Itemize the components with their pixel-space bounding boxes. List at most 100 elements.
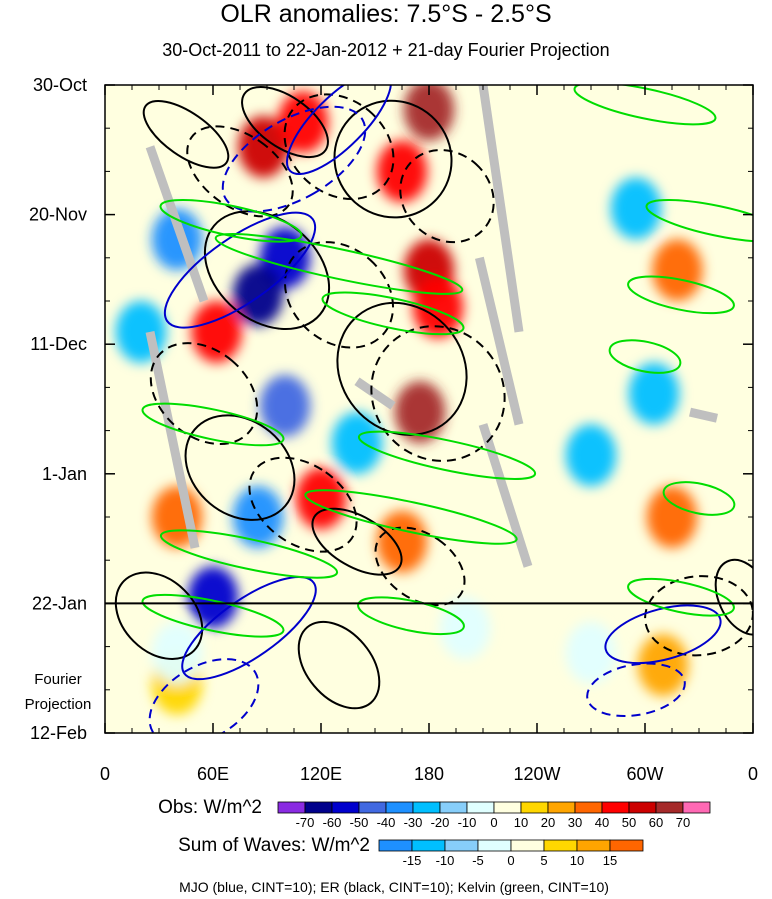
kelvin-contour (573, 85, 717, 126)
colorbar-swatch (277, 801, 306, 814)
er-contour (399, 149, 495, 244)
x-tick-label: 120W (513, 764, 560, 784)
colorbar-swatch (601, 801, 630, 814)
mjo-contour (586, 662, 686, 718)
colorbar-swatch (655, 801, 684, 814)
kelvin-contour (141, 402, 285, 447)
kelvin-contour (357, 430, 537, 480)
x-tick-label: 60W (626, 764, 663, 784)
kelvin-contour (627, 577, 735, 617)
anomaly-blob (439, 597, 491, 659)
colorbar-tick-label: 60 (649, 815, 663, 830)
chart-title: OLR anomalies: 7.5°S - 2.5°S (220, 0, 552, 28)
er-contour (184, 414, 296, 521)
missing-data-band (478, 423, 533, 568)
er-contour (114, 571, 204, 660)
colorbar-swatch (466, 801, 495, 814)
anomaly-blob (259, 375, 311, 437)
kelvin-contour (357, 596, 465, 636)
colorbar-tick-label: -50 (350, 815, 369, 830)
anomaly-blob (187, 566, 239, 629)
er-contour (297, 620, 381, 710)
er-contour (714, 558, 753, 636)
mjo-contour (285, 85, 393, 176)
colorbar-swatch (547, 801, 576, 814)
waves-colorbar: Sum of Waves: W/m^2 -15 -10 -5 0 5 10 15 (178, 835, 644, 868)
x-tick-label: 0 (748, 764, 758, 784)
x-tick-label: 180 (414, 764, 444, 784)
anomaly-blob (191, 301, 242, 363)
contour-legend-note: MJO (blue, CINT=10); ER (black, CINT=10)… (179, 879, 609, 895)
anomaly-blob (412, 276, 464, 339)
kelvin-contour (608, 339, 682, 374)
colorbar-swatch (682, 801, 711, 814)
colorbar-swatch (331, 801, 360, 814)
anomaly-blob (628, 362, 680, 425)
missing-data-band (475, 256, 524, 426)
projection-label-line2: Projection (25, 696, 92, 713)
kelvin-contour (159, 198, 303, 243)
colorbar-tick-label: 40 (595, 815, 609, 830)
anomaly-blob (295, 467, 347, 530)
colorbar-tick-label: 10 (570, 853, 584, 868)
er-contour (149, 342, 259, 446)
kelvin-contour (304, 489, 518, 545)
colorbar-swatch (609, 839, 644, 852)
anomaly-blob (610, 177, 662, 240)
colorbar-swatch (543, 839, 578, 852)
er-contour (241, 85, 329, 159)
missing-data-band (145, 330, 200, 549)
colorbar-tick-label: -60 (323, 815, 342, 830)
mjo-contour (221, 105, 367, 213)
er-contour (336, 301, 468, 436)
mjo-contour (604, 604, 722, 665)
x-tick-label: 120E (300, 764, 342, 784)
colorbar-swatch (493, 801, 522, 814)
kelvin-contour (159, 529, 339, 579)
anomaly-blob (565, 621, 617, 684)
er-contour (370, 325, 506, 462)
colorbar-tick-label: 10 (514, 815, 528, 830)
anomaly-blob (376, 140, 428, 203)
anomaly-blob (394, 381, 446, 443)
missing-data-band (145, 145, 209, 303)
anomaly-blob (376, 510, 428, 573)
anomaly-blob (331, 412, 383, 474)
colorbar-tick-label: -10 (436, 853, 455, 868)
y-tick-label: 30-Oct (33, 75, 87, 95)
colorbar-tick-label: 50 (622, 815, 636, 830)
colorbar-tick-label: -70 (296, 815, 315, 830)
anomaly-blob (151, 621, 203, 684)
colorbar-swatch (477, 839, 512, 852)
er-contour (248, 456, 358, 553)
colorbar-tick-label: 5 (540, 853, 547, 868)
colorbar-tick-label: 70 (676, 815, 690, 830)
y-tick-label: 1-Jan (42, 464, 87, 484)
colorbar-tick-label: 0 (507, 853, 514, 868)
er-contour (374, 526, 466, 607)
colorbar-swatch (444, 839, 479, 852)
er-contour (333, 99, 453, 219)
colorbar-swatch (358, 801, 387, 814)
colorbar-swatch (378, 839, 413, 852)
colorbar-swatch (574, 801, 603, 814)
colorbar-tick-label: -20 (431, 815, 450, 830)
kelvin-contour (214, 233, 464, 295)
anomaly-blob (232, 486, 284, 548)
kelvin-contours (141, 85, 753, 638)
kelvin-contour (645, 198, 753, 243)
colorbar-tick-label: -15 (403, 853, 422, 868)
colorbar-swatch (439, 801, 468, 814)
kelvin-contour (141, 593, 285, 638)
x-tick-label: 0 (100, 764, 110, 784)
missing-data-band (688, 407, 719, 423)
y-tick-label: 20-Nov (29, 205, 87, 225)
colorbar-tick-label: -10 (458, 815, 477, 830)
colorbar-tick-label: 15 (603, 853, 617, 868)
er-contour (311, 507, 403, 576)
mjo-contour (148, 658, 260, 733)
y-tick-label: 22-Jan (32, 593, 87, 613)
y-tick-label: 12-Feb (30, 723, 87, 743)
colorbar-swatch (520, 801, 549, 814)
